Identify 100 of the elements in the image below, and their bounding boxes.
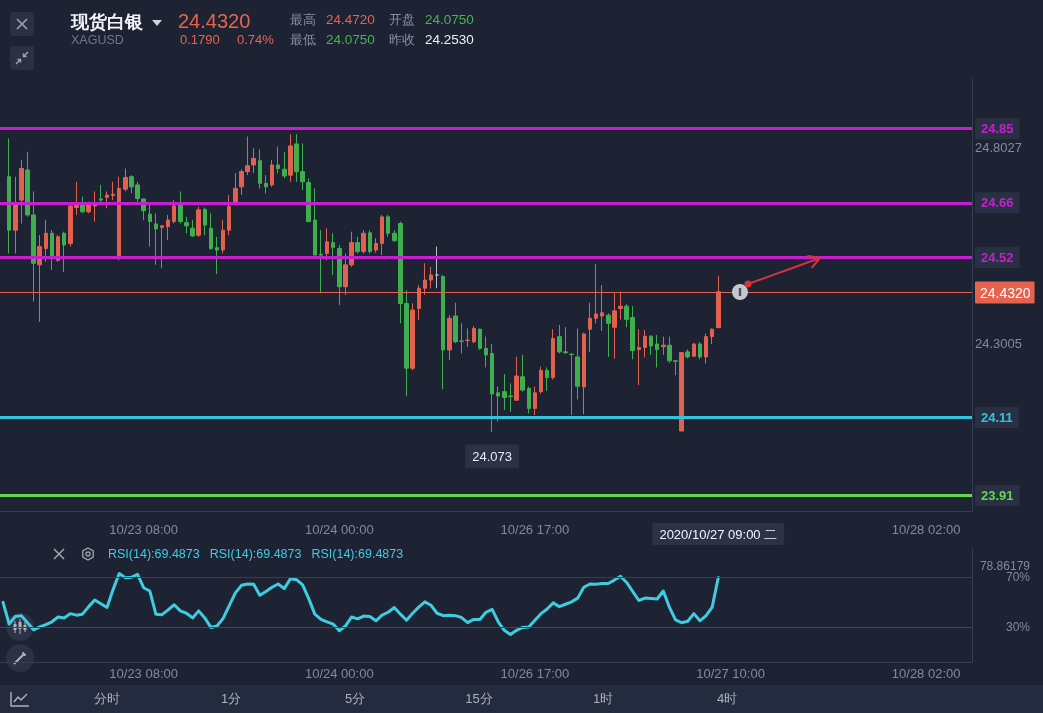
candlestick	[19, 159, 24, 224]
candlestick	[221, 219, 225, 255]
candlestick	[306, 177, 311, 223]
candlestick	[190, 219, 195, 238]
candlestick	[313, 187, 317, 256]
candlestick	[282, 151, 287, 179]
candlestick	[196, 206, 201, 238]
candlestick	[50, 229, 54, 271]
candlestick	[380, 214, 384, 256]
chart-title: 现货白银	[71, 12, 143, 34]
candlestick	[704, 333, 708, 365]
x-tick-label: 10/23 08:00	[109, 522, 178, 537]
candlestick	[551, 328, 555, 381]
text: 5分	[344, 691, 366, 707]
line-series	[1, 572, 720, 637]
candlestick	[172, 199, 176, 224]
candlestick	[178, 191, 183, 224]
x-tick-label: 10/27 10:00	[696, 666, 765, 681]
candlestick	[13, 176, 18, 255]
candlestick	[575, 327, 580, 400]
candlestick	[655, 334, 659, 368]
candlestick	[520, 354, 525, 393]
candlestick	[484, 336, 488, 368]
annotation: RSI(14):69.4873	[108, 546, 200, 562]
text: 0.1790	[180, 32, 220, 48]
candlestick	[374, 237, 378, 254]
x-tick-label: 10/26 17:00	[500, 666, 570, 681]
candlestick	[410, 302, 415, 371]
y-tick-label: 30%	[1005, 619, 1031, 634]
candlestick	[233, 172, 238, 204]
candlestick	[148, 202, 152, 248]
text: 24.0750	[425, 11, 474, 29]
text: 4时	[716, 691, 738, 707]
x-tick-label: 10/24 00:00	[304, 522, 374, 537]
candlestick	[154, 212, 158, 266]
candlestick	[227, 194, 231, 236]
candlestick	[368, 230, 372, 255]
candlestick	[111, 181, 115, 201]
ref-line-label: 24.85	[981, 121, 1014, 137]
candlestick	[80, 196, 85, 214]
candlestick	[685, 349, 690, 359]
candlestick	[527, 386, 531, 414]
ref-line-label: 24.52	[981, 249, 1014, 265]
candlestick	[569, 352, 574, 416]
candlestick	[264, 174, 268, 194]
ref-line-label: 24.4320	[980, 284, 1031, 301]
y-tick-label: 24.8027	[975, 139, 1022, 155]
text: 24.0750	[326, 31, 375, 49]
candlestick	[258, 148, 262, 189]
y-tick-label: 24.3005	[975, 335, 1022, 351]
candlestick	[679, 352, 684, 432]
text: 0.74%	[237, 32, 274, 48]
annotation: RSI(14):69.4873	[209, 546, 302, 562]
candlestick	[331, 232, 335, 276]
candlestick	[355, 236, 360, 255]
candlestick	[337, 244, 342, 306]
text: 开盘	[389, 12, 415, 28]
x-tick-label: 10/28 02:00	[891, 666, 961, 681]
candlestick	[105, 191, 109, 209]
candlestick	[288, 133, 293, 183]
text: 最低	[290, 32, 316, 48]
candlestick	[465, 327, 470, 348]
x-tick-label: 10/24 00:00	[304, 666, 374, 681]
candlestick	[490, 343, 494, 433]
candlestick	[710, 327, 714, 345]
candlestick	[276, 146, 280, 174]
candlestick	[698, 341, 702, 360]
annotation: RSI(14):69.4873	[311, 546, 404, 562]
candlestick	[606, 312, 611, 358]
candlestick	[361, 229, 366, 255]
candlestick	[435, 246, 439, 289]
candlestick	[514, 356, 519, 402]
text: 昨收	[389, 32, 415, 48]
candlestick	[184, 216, 189, 234]
candlestick	[7, 137, 11, 255]
annotation: 24.073	[472, 449, 512, 465]
ref-line-label: 24.66	[981, 195, 1014, 211]
candlestick	[62, 231, 66, 273]
candlestick	[496, 386, 500, 423]
chart-subtitle: XAGUSD	[71, 32, 124, 48]
candlestick	[447, 314, 452, 361]
candlestick	[661, 336, 666, 356]
text: 最高	[290, 12, 316, 28]
candlestick	[270, 159, 274, 188]
text: 分时	[94, 691, 120, 707]
candlestick	[386, 214, 390, 238]
candlestick	[319, 229, 323, 294]
candlestick	[472, 325, 476, 344]
candlestick	[478, 327, 482, 351]
candlestick	[325, 227, 329, 261]
candlestick	[692, 342, 696, 358]
text: 1时	[592, 691, 614, 707]
candlestick	[533, 386, 537, 416]
candlestick	[588, 302, 592, 353]
candlestick	[117, 176, 121, 261]
candlestick	[123, 168, 128, 193]
candlestick	[160, 224, 164, 269]
candlestick	[215, 236, 219, 275]
text: 24.2530	[425, 31, 474, 49]
candlestick	[582, 332, 586, 415]
